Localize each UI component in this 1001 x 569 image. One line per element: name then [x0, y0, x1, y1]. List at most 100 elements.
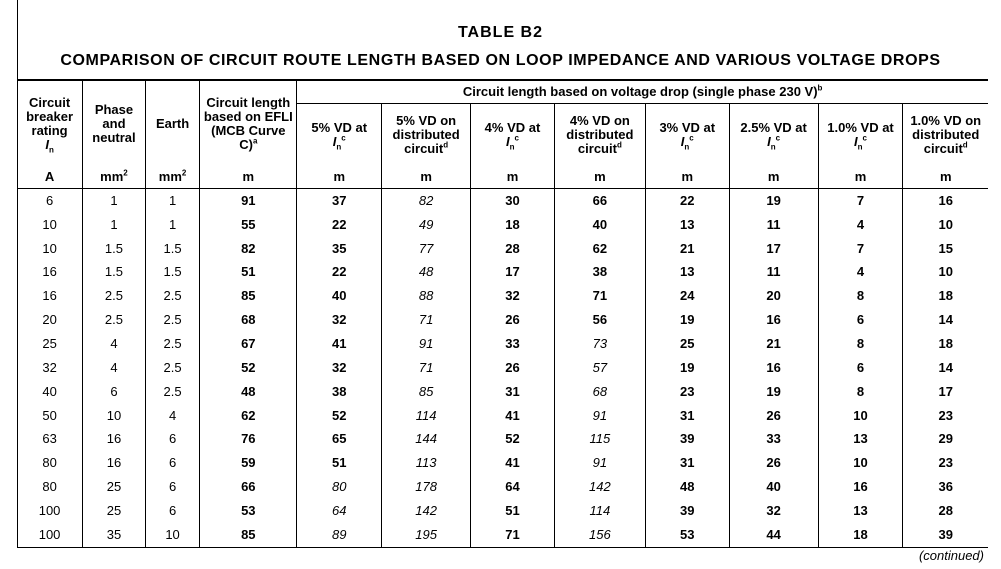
table-cell: 59 — [199, 451, 297, 476]
table-cell: 6 — [817, 308, 903, 333]
table-cell: 73 — [553, 332, 646, 356]
table-cell: 51 — [296, 451, 382, 476]
table-cell: 68 — [553, 379, 646, 404]
table-row: 100 25 6 53 64 142 51 114 39 32 13 28 — [17, 498, 988, 523]
table-cell: 2.5 — [144, 355, 200, 380]
table-cell: 22 — [296, 260, 382, 285]
table-cell: 91 — [199, 188, 297, 213]
table-cell: 1 — [144, 212, 200, 237]
unit-cell: mm2 — [82, 166, 146, 189]
table-cell: 1 — [144, 188, 200, 213]
table-row: 10 1 1 55 22 49 18 40 13 11 4 10 — [17, 212, 988, 237]
header-vd-8: 1.0% VD on distributed circuitd — [902, 103, 988, 166]
table-cell: 65 — [296, 427, 382, 452]
table-cell: 6 — [144, 475, 200, 499]
table-cell: 6 — [82, 379, 146, 404]
table-row: 16 2.5 2.5 85 40 88 32 71 24 20 8 18 — [17, 284, 988, 309]
table-cell: 1 — [82, 212, 146, 237]
table-cell: 11 — [728, 212, 819, 237]
table-cell: 91 — [553, 403, 646, 428]
unit-cell: m — [817, 166, 903, 189]
table-cell: 142 — [381, 498, 471, 523]
table-cell: 31 — [644, 451, 730, 476]
table-cell: 142 — [553, 475, 646, 499]
table-cell: 114 — [553, 498, 646, 523]
table-cell: 10 — [82, 403, 146, 428]
table-cell: 28 — [902, 498, 988, 523]
table-cell: 71 — [381, 355, 471, 380]
table-cell: 31 — [644, 403, 730, 428]
table-cell: 32 — [728, 498, 819, 523]
table-cell: 85 — [199, 284, 297, 309]
table-cell: 32 — [296, 355, 382, 380]
table-cell: 51 — [199, 260, 297, 285]
table-cell: 67 — [199, 332, 297, 356]
table-cell: 2.5 — [144, 284, 200, 309]
table-cell: 52 — [296, 403, 382, 428]
circuit-length-table: Circuit breaker rating In Phase and neutr… — [17, 79, 988, 548]
table-cell: 44 — [728, 522, 819, 548]
table-cell: 53 — [199, 498, 297, 523]
table-cell: 4 — [817, 212, 903, 237]
table-cell: 11 — [728, 260, 819, 285]
table-cell: 39 — [644, 498, 730, 523]
table-cell: 144 — [381, 427, 471, 452]
unit-cell: A — [17, 166, 83, 189]
table-cell: 2.5 — [144, 308, 200, 333]
table-row: 80 25 6 66 80 178 64 142 48 40 16 36 — [17, 475, 988, 499]
table-cell: 55 — [199, 212, 297, 237]
table-cell: 30 — [470, 188, 555, 213]
table-cell: 80 — [42, 455, 57, 471]
table-cell: 4 — [82, 332, 146, 356]
table-cell: 56 — [553, 308, 646, 333]
table-cell: 16 — [817, 475, 903, 499]
table-cell: 40 — [728, 475, 819, 499]
table-cell: 4 — [144, 403, 200, 428]
table-cell: 32 — [42, 359, 57, 375]
table-cell: 100 — [38, 502, 61, 518]
table-cell: 36 — [902, 475, 988, 499]
table-cell: 16 — [42, 264, 57, 280]
table-cell: 25 — [82, 498, 146, 523]
table-cell: 39 — [902, 522, 988, 548]
unit-cell: m — [902, 166, 988, 189]
table-cell: 48 — [199, 379, 297, 404]
table-cell: 10 — [902, 212, 988, 237]
table-cell: 195 — [381, 522, 471, 548]
unit-cell: m — [644, 166, 730, 189]
table-cell: 31 — [470, 379, 555, 404]
table-cell: 63 — [42, 431, 57, 447]
table-cell: 40 — [553, 212, 646, 237]
table-cell: 66 — [199, 475, 297, 499]
table-title: TABLE B2 — [457, 24, 544, 41]
table-subtitle: COMPARISON OF CIRCUIT ROUTE LENGTH BASED… — [60, 52, 941, 69]
table-cell: 64 — [296, 498, 382, 523]
table-cell: 178 — [381, 475, 471, 499]
table-cell: 48 — [644, 475, 730, 499]
table-cell: 52 — [470, 427, 555, 452]
table-cell: 23 — [644, 379, 730, 404]
header-vd-2: 5% VD on distributed circuitd — [381, 103, 471, 166]
table-cell: 21 — [644, 236, 730, 261]
table-cell: 33 — [470, 332, 555, 356]
table-cell: 28 — [470, 236, 555, 261]
table-cell: 1.5 — [144, 260, 200, 285]
table-row: 10 1.5 1.5 82 35 77 28 62 21 17 7 15 — [17, 236, 988, 261]
table-cell: 35 — [82, 522, 146, 548]
table-cell: 8 — [817, 332, 903, 356]
table-cell: 19 — [728, 379, 819, 404]
table-cell: 29 — [902, 427, 988, 452]
header-vd-1: 5% VD at Inc — [296, 103, 382, 166]
table-cell: 20 — [728, 284, 819, 309]
table-cell: 1.5 — [82, 260, 146, 285]
unit-cell: m — [381, 166, 471, 189]
table-cell: 18 — [902, 332, 988, 356]
table-cell: 32 — [296, 308, 382, 333]
table-cell: 25 — [82, 475, 146, 499]
header-vd-7: 1.0% VD at Inc — [817, 103, 903, 166]
table-cell: 39 — [644, 427, 730, 452]
table-cell: 156 — [553, 522, 646, 548]
table-cell: 2.5 — [144, 332, 200, 356]
header-breaker-rating: Circuit breaker rating In — [17, 79, 83, 166]
table-cell: 26 — [470, 308, 555, 333]
